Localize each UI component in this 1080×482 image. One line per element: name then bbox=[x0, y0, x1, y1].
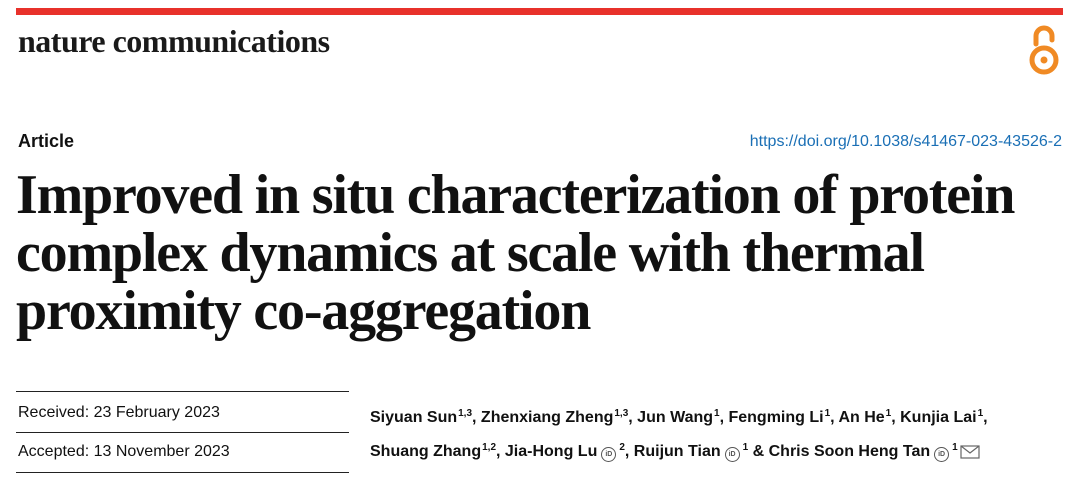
author[interactable]: Fengming Li1 bbox=[728, 408, 831, 426]
author-list: Siyuan Sun1,3, Zhenxiang Zheng1,3, Jun W… bbox=[370, 399, 1070, 467]
orcid-icon[interactable]: iD bbox=[724, 447, 740, 462]
divider bbox=[16, 472, 349, 473]
accepted-date: Accepted: 13 November 2023 bbox=[18, 443, 230, 460]
author[interactable]: Zhenxiang Zheng1,3 bbox=[480, 408, 629, 426]
doi-link[interactable]: https://doi.org/10.1038/s41467-023-43526… bbox=[749, 133, 1062, 150]
author[interactable]: Chris Soon Heng Tan iD1 bbox=[768, 442, 980, 462]
author-name: Zhenxiang Zheng bbox=[480, 409, 614, 426]
author-name: Jia-Hong Lu bbox=[504, 443, 598, 460]
author-separator: , bbox=[472, 409, 481, 426]
author-name: Chris Soon Heng Tan bbox=[768, 443, 931, 460]
author-affiliation: 1 bbox=[714, 408, 720, 419]
author[interactable]: Kunjia Lai1 bbox=[900, 408, 984, 426]
author[interactable]: Siyuan Sun1,3 bbox=[370, 408, 473, 426]
author-affiliation: 1 bbox=[952, 442, 958, 453]
author[interactable]: Shuang Zhang1,2 bbox=[370, 442, 497, 460]
author-affiliation: 2 bbox=[619, 442, 625, 453]
accent-bar bbox=[16, 8, 1063, 15]
article-type: Article bbox=[18, 131, 75, 151]
title-line: complex dynamics at scale with thermal bbox=[16, 222, 925, 284]
title-line: Improved in situ characterization of pro… bbox=[16, 164, 1015, 226]
article-title: Improved in situ characterization of pro… bbox=[16, 166, 1066, 340]
author-affiliation: 1 bbox=[885, 408, 892, 419]
orcid-icon[interactable]: iD bbox=[601, 447, 617, 462]
author-name: Jun Wang bbox=[637, 409, 714, 426]
open-access-icon bbox=[1029, 25, 1059, 75]
journal-name[interactable]: nature communications bbox=[18, 23, 330, 59]
author-name: An He bbox=[838, 409, 885, 426]
author-affiliation: 1 bbox=[742, 442, 749, 453]
author-name: Siyuan Sun bbox=[370, 409, 458, 426]
author-separator: , bbox=[830, 409, 839, 426]
author-separator: , bbox=[983, 409, 988, 426]
received-date: Received: 23 February 2023 bbox=[18, 404, 220, 421]
divider bbox=[16, 391, 349, 392]
mail-icon[interactable] bbox=[960, 445, 980, 459]
author-affiliation: 1,3 bbox=[614, 408, 629, 419]
author-separator: , bbox=[628, 409, 638, 426]
author-line: Shuang Zhang1,2, Jia-Hong Lu iD2, Ruijun … bbox=[370, 433, 1070, 467]
author-affiliation: 1,3 bbox=[458, 408, 473, 419]
orcid-icon[interactable]: iD bbox=[934, 447, 950, 462]
author-separator: , bbox=[496, 443, 505, 460]
author[interactable]: Ruijun Tian iD1 bbox=[633, 442, 749, 462]
author-separator: , bbox=[891, 409, 901, 426]
author-affiliation: 1 bbox=[977, 408, 984, 419]
author-separator: & bbox=[748, 443, 769, 460]
author-separator: , bbox=[719, 409, 729, 426]
author[interactable]: An He1 bbox=[838, 408, 892, 426]
author-affiliation: 1 bbox=[824, 408, 831, 419]
author-affiliation: 1,2 bbox=[482, 442, 497, 453]
author-name: Kunjia Lai bbox=[900, 409, 977, 426]
author-name: Ruijun Tian bbox=[633, 443, 721, 460]
author-name: Shuang Zhang bbox=[370, 443, 482, 460]
author[interactable]: Jun Wang1 bbox=[637, 408, 720, 426]
author-separator: , bbox=[624, 443, 634, 460]
divider bbox=[16, 432, 349, 433]
author-name: Fengming Li bbox=[728, 409, 824, 426]
title-line: proximity co-aggregation bbox=[16, 280, 591, 342]
author-line: Siyuan Sun1,3, Zhenxiang Zheng1,3, Jun W… bbox=[370, 399, 1070, 433]
author[interactable]: Jia-Hong Lu iD2 bbox=[504, 442, 625, 462]
